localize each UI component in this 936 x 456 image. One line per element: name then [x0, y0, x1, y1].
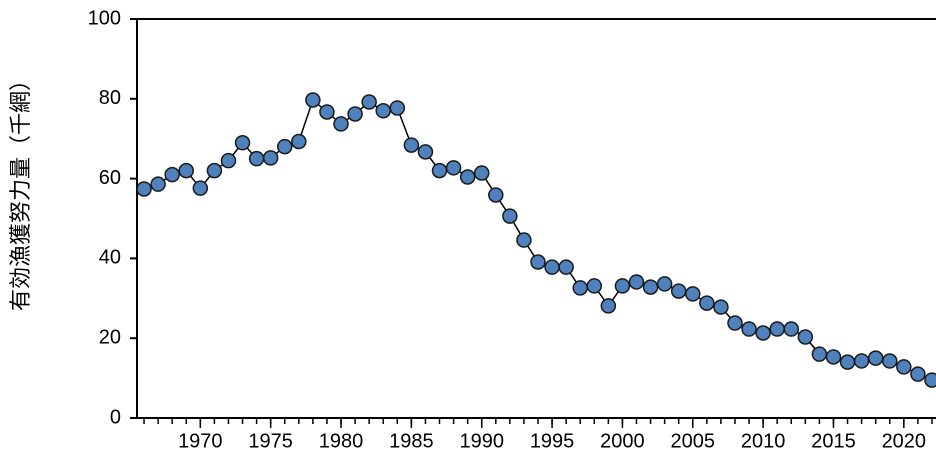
data-point: [924, 372, 936, 388]
y-tick-label: 80: [99, 87, 121, 109]
data-point: [882, 353, 898, 369]
data-point: [741, 321, 757, 337]
data-point: [459, 169, 476, 185]
data-point: [150, 176, 166, 192]
y-axis-label: 有効漁獲努力量（千網）: [8, 69, 33, 311]
data-point: [530, 254, 546, 270]
x-tick-label: 1980: [319, 430, 364, 452]
data-point: [572, 280, 588, 296]
data-point: [713, 299, 729, 315]
data-point: [516, 232, 532, 248]
data-point: [220, 152, 237, 169]
data-point: [586, 278, 603, 294]
x-tick-label: 1995: [530, 430, 575, 452]
data-point: [727, 315, 743, 331]
data-point: [206, 162, 223, 179]
data-point: [558, 259, 574, 275]
data-point: [614, 278, 631, 294]
data-point: [276, 138, 293, 155]
data-point: [755, 325, 771, 341]
data-point: [431, 162, 448, 179]
y-tick-label: 60: [99, 167, 121, 189]
data-point: [375, 103, 391, 119]
data-point: [502, 208, 518, 224]
y-tick-label: 20: [99, 326, 121, 348]
data-point: [347, 106, 363, 122]
x-tick-label: 2020: [882, 430, 927, 452]
data-point: [305, 92, 321, 108]
data-point: [262, 150, 279, 166]
y-tick-label: 40: [99, 247, 121, 269]
data-point: [910, 366, 926, 382]
data-point: [642, 279, 659, 295]
data-point: [445, 160, 462, 176]
data-point: [797, 329, 814, 345]
data-point: [248, 150, 265, 167]
x-tick-label: 2015: [811, 430, 856, 452]
data-point: [361, 94, 377, 110]
data-point: [600, 298, 617, 314]
x-tick-label: 1985: [389, 430, 434, 452]
data-point: [811, 346, 828, 362]
y-tick-label: 100: [88, 7, 121, 29]
data-point: [544, 259, 560, 275]
data-point: [867, 350, 884, 366]
data-point: [319, 104, 335, 120]
data-point: [699, 295, 715, 311]
x-tick-label: 1975: [248, 430, 293, 452]
data-point: [403, 137, 420, 153]
data-point: [192, 180, 209, 196]
x-tick-label: 2000: [600, 430, 645, 452]
data-point: [769, 321, 785, 337]
data-point: [164, 166, 180, 183]
x-tick-label: 2010: [741, 430, 786, 452]
data-point: [389, 100, 406, 116]
data-line: [143, 98, 933, 381]
data-point: [291, 133, 307, 150]
data-point: [783, 321, 800, 337]
data-point: [685, 286, 701, 302]
data-point: [896, 359, 912, 375]
data-point: [333, 116, 349, 132]
data-point: [670, 283, 687, 299]
data-point: [136, 181, 152, 197]
x-tick-label: 1990: [459, 430, 504, 452]
data-point: [853, 353, 870, 369]
data-point: [473, 165, 490, 181]
data-point: [234, 134, 251, 151]
x-tick-label: 2005: [671, 430, 716, 452]
data-point: [839, 354, 856, 370]
data-point: [178, 162, 194, 179]
x-tick-label: 1970: [178, 430, 223, 452]
data-point: [825, 349, 842, 365]
data-point: [628, 274, 645, 290]
data-point: [656, 276, 673, 292]
data-point: [417, 144, 434, 160]
data-point: [488, 187, 504, 203]
y-tick-label: 0: [110, 406, 121, 428]
